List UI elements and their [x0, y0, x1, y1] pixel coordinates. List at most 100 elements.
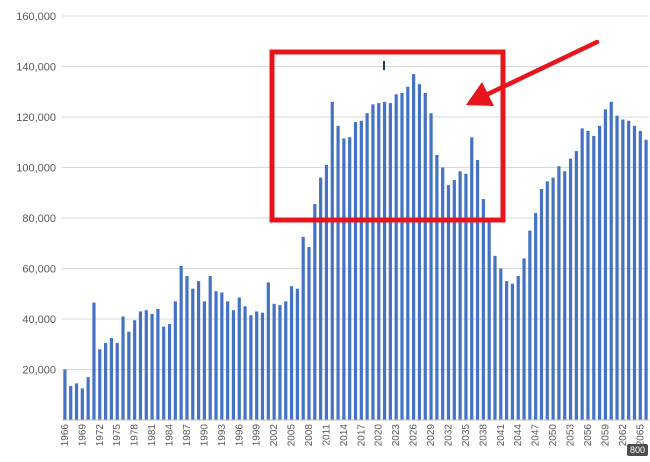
y-tick-label: 40,000 [22, 314, 56, 326]
bar [475, 159, 480, 421]
bar [452, 180, 456, 420]
x-tick-label: 2053 [566, 424, 577, 447]
bar [423, 93, 427, 420]
bar [80, 388, 84, 420]
x-axis-ticks: 1966 1969 1972 1975 1978 1981 1984 1987 1990 1993… [60, 424, 646, 447]
x-tick-label: 1966 [60, 424, 71, 447]
x-tick-label: 2062 [618, 424, 629, 447]
y-tick-label: 160,000 [16, 11, 56, 23]
x-tick-label: 1999 [252, 424, 263, 447]
x-tick-label: 2047 [531, 424, 542, 447]
bar [127, 331, 131, 420]
bar [353, 122, 358, 421]
bar [435, 154, 439, 420]
bar [394, 94, 398, 421]
bar [371, 104, 375, 420]
x-tick-label: 2017 [356, 424, 367, 447]
bar [342, 138, 346, 420]
bar [313, 204, 317, 420]
x-tick-label: 1993 [217, 424, 228, 447]
resolution-badge: 800 [626, 444, 648, 456]
bar [74, 383, 79, 420]
bar [109, 337, 113, 420]
bar [505, 281, 509, 420]
bar [86, 377, 90, 420]
x-tick-label: 2032 [443, 424, 454, 447]
x-tick-label: 2044 [513, 424, 524, 447]
bar [162, 326, 166, 420]
bar [324, 164, 329, 420]
x-tick-label: 1996 [234, 424, 245, 447]
x-tick-label: 2050 [548, 424, 559, 447]
bar [429, 113, 433, 421]
bar [615, 115, 619, 421]
bar [214, 291, 218, 420]
bar [226, 301, 230, 420]
bar [121, 316, 125, 420]
bar [534, 212, 538, 420]
bar [103, 342, 108, 420]
x-tick-label: 2065 [635, 424, 646, 447]
x-tick-label: 1972 [95, 424, 106, 447]
bar [278, 305, 282, 420]
bar [249, 315, 253, 420]
bar [260, 312, 265, 420]
bar [464, 173, 468, 420]
bar [330, 101, 334, 420]
bar [609, 101, 613, 420]
x-tick-label: 2011 [321, 424, 332, 446]
bar [133, 320, 137, 420]
bar [539, 188, 544, 420]
bar [202, 301, 206, 420]
bar [231, 310, 236, 420]
y-tick-label: 20,000 [22, 365, 56, 377]
bar [92, 302, 96, 420]
x-tick-label: 2035 [461, 424, 472, 447]
bar [191, 288, 195, 420]
x-tick-label: 2026 [409, 424, 420, 447]
bar [266, 282, 270, 420]
bar [196, 281, 201, 420]
bar [115, 342, 119, 420]
bar [167, 324, 172, 420]
x-tick-label: 2056 [583, 424, 594, 447]
x-tick-label: 2014 [339, 424, 350, 447]
bar [382, 101, 387, 420]
bar [406, 86, 410, 420]
bar [563, 171, 567, 420]
bar [470, 137, 474, 420]
x-tick-label: 2038 [478, 424, 489, 447]
bar [144, 310, 148, 420]
bar [499, 268, 503, 420]
y-axis-ticks: 20,000 40,000 60,000 80,000 100,000 120,000 14… [16, 11, 56, 377]
bar [377, 103, 381, 421]
bar [185, 276, 189, 420]
x-tick-label: 1975 [112, 424, 123, 447]
bar [574, 151, 578, 420]
bar [98, 349, 102, 420]
bar [307, 247, 311, 420]
bar [284, 301, 288, 420]
x-tick-label: 1984 [165, 424, 176, 447]
x-tick-label: 2008 [304, 424, 315, 447]
y-tick-label: 120,000 [16, 112, 56, 124]
x-tick-label: 2020 [374, 424, 385, 447]
bar [592, 135, 596, 420]
bar [220, 292, 224, 420]
bar [441, 167, 445, 420]
bar [388, 103, 392, 421]
bar [69, 385, 73, 420]
annotation-arrow [466, 39, 600, 106]
bar [301, 236, 305, 420]
bar [243, 306, 247, 420]
x-tick-label: 2059 [600, 424, 611, 447]
bar [272, 303, 276, 420]
bar [150, 313, 154, 420]
x-tick-label: 2002 [269, 424, 280, 447]
bar [348, 137, 352, 420]
y-tick-label: 80,000 [22, 213, 56, 225]
bar [237, 297, 241, 420]
bars [63, 74, 648, 421]
y-tick-label: 140,000 [16, 62, 56, 74]
